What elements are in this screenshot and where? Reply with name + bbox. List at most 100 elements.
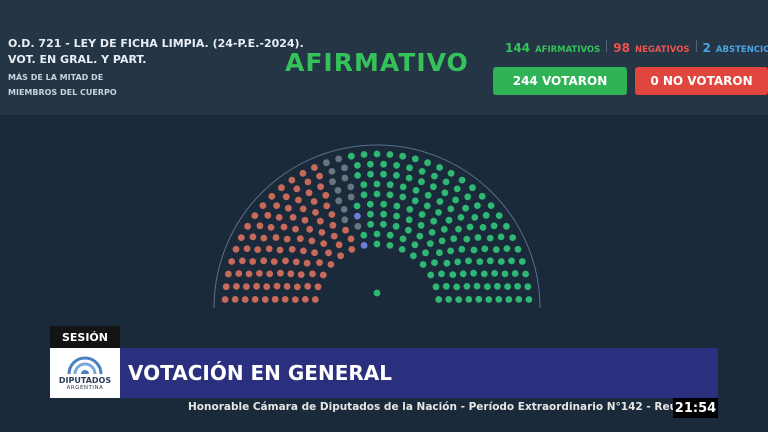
seat-afirmativo [462,204,469,212]
seat-negativo [267,224,275,231]
seat-negativo [314,283,322,291]
seat-afirmativo [430,183,437,191]
seat-negativo [304,282,312,290]
seat-afirmativo [424,191,432,199]
seat-negativo [317,183,324,191]
seat-ausente [323,159,330,167]
broadcast-clock: 21:54 [673,398,718,418]
seat-negativo [325,249,332,257]
seat-afirmativo [427,271,435,279]
seat-afirmativo [436,164,443,171]
seat-afirmativo [386,151,394,158]
seat-afirmativo [373,240,381,248]
seat-negativo [273,282,281,290]
seat-afirmativo [497,233,505,241]
seat-afirmativo [373,190,381,198]
seat-afirmativo [453,283,461,291]
seat-negativo [259,202,267,209]
seat-afirmativo [367,220,374,228]
seat-afirmativo [453,185,461,193]
seat-negativo [312,209,319,216]
seat-negativo [245,270,253,278]
seat-negativo [221,296,229,303]
seat-afirmativo [442,178,450,186]
seat-afirmativo [422,249,429,257]
seat-afirmativo [459,270,467,278]
seat-afirmativo [481,245,489,253]
majority-requirement: MÁS DE LA MITAD DE MIEMBROS DEL CUERPO [8,70,117,100]
seat-negativo [287,270,295,278]
logo-country: ARGENTINA [66,385,104,391]
seat-negativo [306,225,314,233]
seat-afirmativo [393,172,400,179]
seat-afirmativo [485,296,493,303]
seat-afirmativo [373,180,381,188]
seat-negativo [292,258,300,266]
seat-afirmativo [411,155,419,163]
seat-afirmativo [495,212,503,219]
seat-afirmativo [380,160,387,168]
seat-negativo [280,223,288,231]
seat-ausente [341,216,349,224]
seat-negativo [277,269,284,277]
seat-afirmativo [486,234,494,242]
seat-afirmativo [482,211,490,219]
seat-negativo [261,296,269,303]
seat-afirmativo [411,197,419,205]
headline-text: VOTACIÓN EN GENERAL [128,361,392,385]
seat-negativo [235,270,243,277]
seat-negativo [251,212,259,219]
seat-afirmativo [347,152,355,160]
seat-negativo [300,247,307,255]
seat-afirmativo [386,231,394,239]
seat-negativo [263,283,271,290]
seat-negativo [281,296,289,303]
seat-afirmativo [360,181,368,189]
seat-negativo [348,246,356,253]
seat-ausente [354,222,362,230]
diputados-logo: DIPUTADOS ARGENTINA [50,348,120,398]
seat-afirmativo [487,202,495,209]
seat-negativo [299,169,307,177]
seat-afirmativo [515,296,523,303]
seat-negativo [251,296,259,303]
seat-abstencion [360,242,368,249]
seat-afirmativo [470,269,477,277]
seat-afirmativo [431,259,438,266]
seat-negativo [249,233,257,241]
seat-negativo [291,296,299,303]
seat-negativo [309,270,316,278]
seat-afirmativo [478,192,486,200]
seat-afirmativo [464,193,472,201]
seat-ausente [335,155,343,163]
seat-negativo [275,214,283,221]
seat-negativo [311,249,318,257]
seat-negativo [301,296,309,303]
seat-afirmativo [416,232,424,240]
seat-afirmativo [418,168,426,175]
seat-afirmativo [503,245,511,252]
seat-negativo [256,222,264,230]
seat-negativo [305,189,313,197]
seat-negativo [299,205,307,213]
seat-negativo [243,245,251,252]
seat-afirmativo [424,159,431,167]
seat-negativo [282,257,289,265]
seat-afirmativo [380,200,388,208]
seat-afirmativo [386,181,394,189]
seat-afirmativo [480,270,488,278]
seat-negativo [316,172,323,180]
seat-negativo [308,237,316,245]
seat-negativo [228,258,236,265]
seat-negativo [231,296,239,303]
seat-afirmativo [495,296,503,303]
seat-ausente [341,164,348,172]
seat-afirmativo [405,216,413,224]
seat-negativo [260,257,268,265]
seat-negativo [329,221,337,229]
seat-negativo [278,184,285,192]
seat-afirmativo [410,252,417,260]
seat-afirmativo [473,282,481,290]
seat-afirmativo [432,283,440,291]
seat-afirmativo [438,237,446,245]
